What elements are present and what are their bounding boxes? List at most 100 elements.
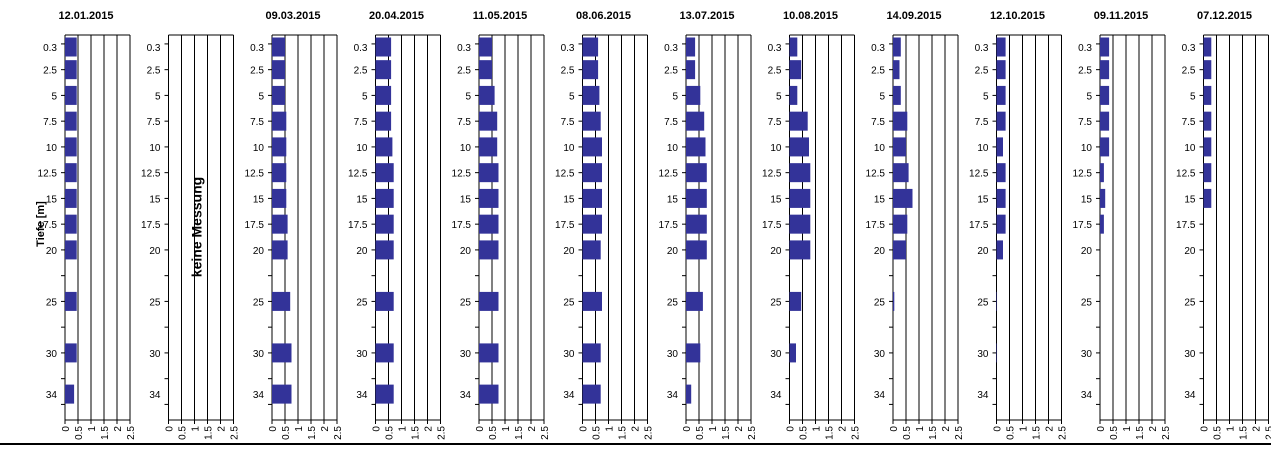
bar: [686, 60, 695, 79]
bar: [583, 112, 601, 131]
y-tick-label: 25: [1081, 297, 1093, 308]
x-tick-label: 0.5: [592, 426, 603, 440]
bar: [479, 292, 499, 311]
x-tick-label: 2: [217, 426, 228, 432]
bar: [479, 215, 499, 234]
bar: [376, 38, 392, 57]
y-tick-label: 2.5: [1182, 66, 1196, 77]
bar: [583, 385, 601, 404]
bar: [479, 240, 499, 259]
y-tick-label: 0.3: [561, 43, 575, 54]
y-tick-label: 25: [1184, 297, 1196, 308]
bar: [997, 38, 1006, 57]
x-tick-label: 0: [889, 426, 900, 432]
y-tick-label: 2.5: [1078, 66, 1092, 77]
bar: [790, 112, 808, 131]
x-tick-label: 0.5: [1109, 426, 1120, 440]
bar: [65, 60, 77, 79]
x-tick-label: 0.5: [1213, 426, 1224, 440]
bar: [1204, 112, 1212, 131]
bar: [65, 189, 77, 208]
x-tick-label: 2: [941, 426, 952, 432]
x-tick-label: 0: [268, 426, 279, 432]
y-tick-label: 10: [977, 143, 989, 154]
bar: [272, 60, 285, 79]
x-tick-label: 2.5: [1161, 426, 1172, 440]
bar: [376, 60, 392, 79]
bar: [479, 163, 499, 182]
y-tick-label: 34: [977, 390, 989, 401]
bar: [272, 38, 285, 57]
y-tick-label: 34: [46, 390, 58, 401]
x-tick-label: 1.5: [1032, 426, 1043, 440]
y-tick-label: 10: [1081, 143, 1093, 154]
bar: [272, 137, 286, 156]
y-tick-label: 10: [253, 143, 265, 154]
y-tick-label: 7.5: [43, 117, 57, 128]
bar: [790, 163, 811, 182]
x-tick-label: 1.5: [514, 426, 525, 440]
y-tick-label: 20: [563, 246, 575, 257]
bar: [686, 38, 695, 57]
x-tick-label: 2.5: [644, 426, 655, 440]
x-tick-label: 0.5: [488, 426, 499, 440]
bar: [686, 112, 704, 131]
y-tick-label: 25: [46, 297, 58, 308]
x-tick-label: 2.5: [1265, 426, 1271, 440]
y-tick-label: 7.5: [354, 117, 368, 128]
x-tick-label: 0: [165, 426, 176, 432]
bar: [893, 189, 913, 208]
y-tick-label: 10: [46, 143, 58, 154]
bar: [583, 343, 601, 362]
y-tick-label: 5: [1190, 91, 1196, 102]
bar: [1204, 163, 1212, 182]
y-tick-label: 25: [874, 297, 886, 308]
y-tick-label: 5: [569, 91, 575, 102]
y-tick-label: 2.5: [354, 66, 368, 77]
y-tick-label: 30: [1184, 349, 1196, 360]
bar: [1100, 215, 1104, 234]
y-tick-label: 30: [1081, 349, 1093, 360]
bar: [1100, 60, 1109, 79]
bar: [790, 86, 798, 105]
bar: [376, 292, 394, 311]
y-tick-label: 17.5: [969, 220, 989, 231]
bar: [893, 163, 909, 182]
bar: [583, 60, 599, 79]
y-tick-label: 25: [460, 297, 472, 308]
y-tick-label: 34: [770, 390, 782, 401]
panel-title: 07.12.2015: [1197, 10, 1252, 22]
y-tick-label: 17.5: [141, 220, 161, 231]
y-tick-label: 20: [667, 246, 679, 257]
y-tick-label: 17.5: [1073, 220, 1093, 231]
y-tick-label: 34: [460, 390, 472, 401]
bar: [479, 60, 492, 79]
bar: [790, 38, 798, 57]
x-tick-label: 1: [1226, 426, 1237, 432]
x-tick-label: 0.5: [1006, 426, 1017, 440]
y-tick-label: 0.3: [1078, 43, 1092, 54]
bar: [272, 385, 292, 404]
y-tick-label: 5: [155, 91, 161, 102]
y-tick-label: 34: [667, 390, 679, 401]
bar: [65, 38, 77, 57]
x-tick-label: 2: [527, 426, 538, 432]
bar: [583, 86, 600, 105]
panel-title: 09.03.2015: [265, 10, 320, 22]
y-tick-label: 5: [776, 91, 782, 102]
bar: [686, 343, 700, 362]
bar: [893, 60, 900, 79]
bar: [479, 86, 495, 105]
y-tick-label: 15: [770, 194, 782, 205]
y-tick-label: 10: [563, 143, 575, 154]
bar: [65, 215, 77, 234]
bar: [479, 112, 497, 131]
x-tick-label: 2.5: [1058, 426, 1069, 440]
y-tick-label: 34: [356, 390, 368, 401]
